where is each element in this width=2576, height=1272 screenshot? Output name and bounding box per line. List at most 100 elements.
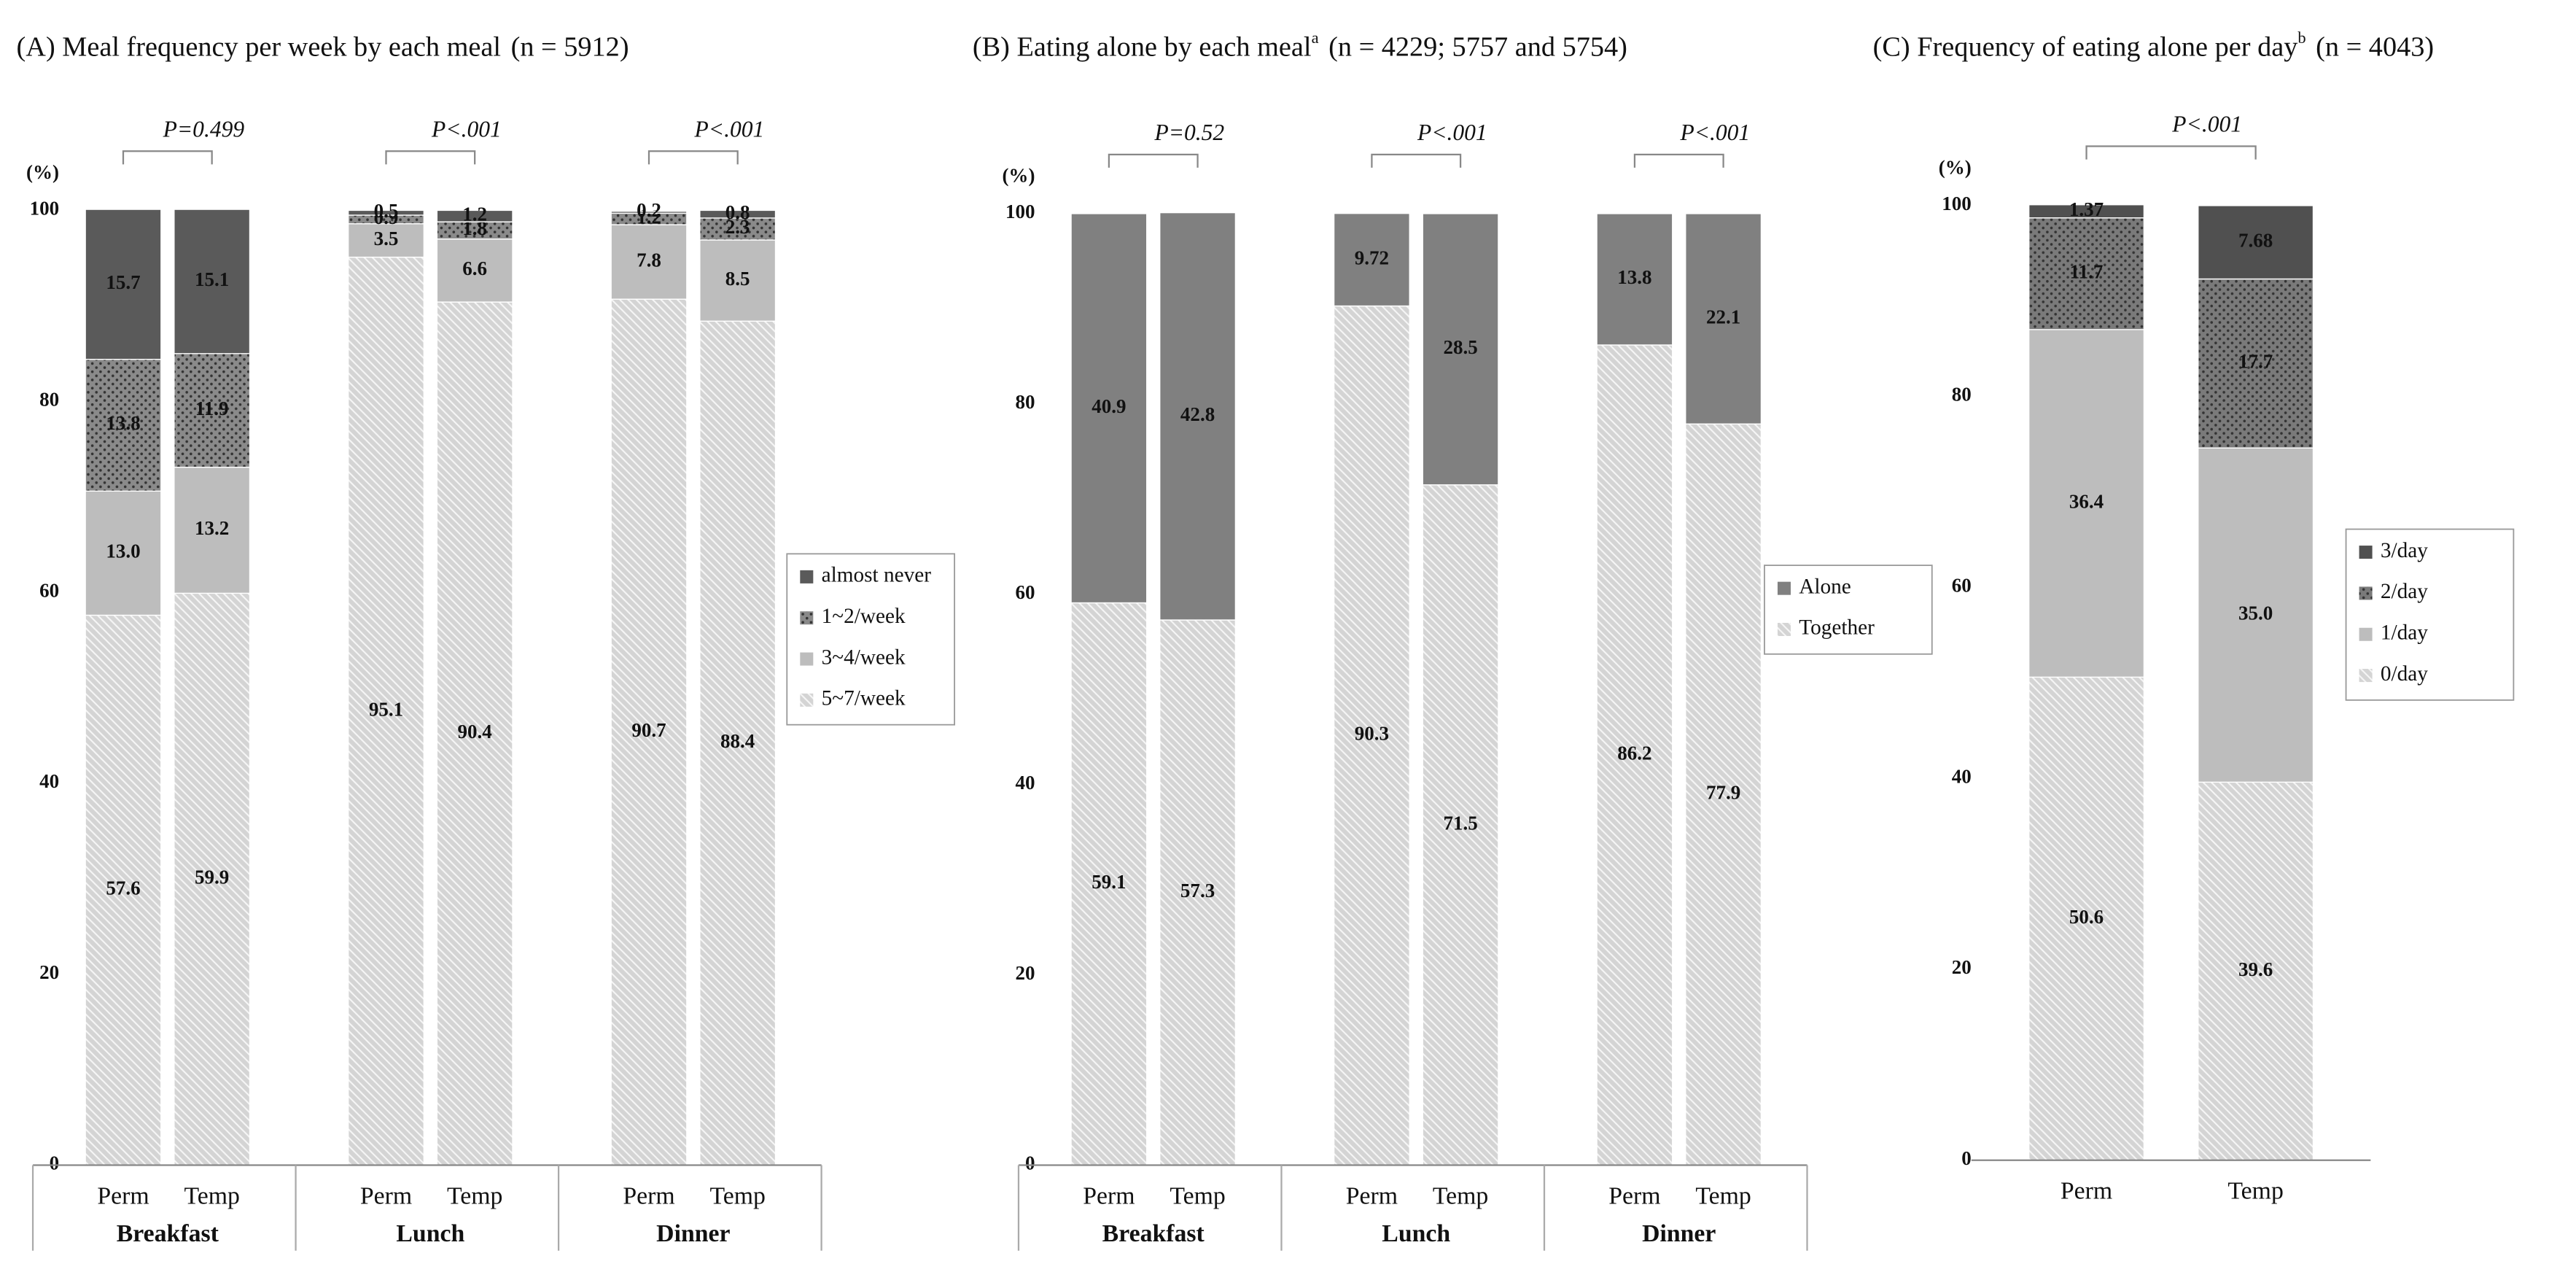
x-tick-label: Perm [360, 1182, 412, 1209]
y-tick-label: 80 [39, 388, 59, 410]
bar-segment [610, 211, 688, 214]
legend-label: 2/day [2381, 580, 2428, 603]
value-label: 13.2 [195, 517, 229, 539]
bar-segment [1596, 344, 1673, 1166]
title-subtitle: (n = 4043) [2316, 31, 2434, 62]
legend-label: Alone [1799, 575, 1851, 598]
legend-label: 3/day [2381, 539, 2428, 562]
bar-segment [85, 209, 162, 360]
value-label: 17.7 [2238, 351, 2273, 373]
value-label: 59.1 [1092, 871, 1126, 893]
value-label: 15.1 [195, 268, 229, 290]
bar-segment [699, 209, 777, 219]
value-label: 90.3 [1355, 723, 1389, 745]
x-tick-label: Perm [1083, 1182, 1135, 1209]
legend-label: 0/day [2381, 662, 2428, 686]
value-label: 36.4 [2069, 490, 2104, 512]
p-bracket [385, 150, 476, 165]
bar-segment [348, 223, 424, 258]
bar-segment [1685, 213, 1762, 424]
value-label: 13.8 [1617, 266, 1651, 288]
legend-box [786, 553, 956, 726]
x-tick-label: Temp [1170, 1182, 1225, 1209]
bar-segment [2198, 781, 2314, 1161]
group-label: Breakfast [117, 1220, 219, 1247]
panel-title: (C) Frequency of eating alone per dayb (n… [1873, 28, 2435, 62]
legend-swatch [2359, 546, 2373, 559]
bar-segment [2028, 329, 2145, 678]
value-label: 59.9 [195, 866, 229, 888]
bar-segment [85, 490, 162, 616]
group-label: Breakfast [1102, 1220, 1205, 1247]
bar-segment [2028, 676, 2145, 1161]
bar-segment [348, 209, 424, 216]
value-label: 77.9 [1706, 782, 1740, 804]
value-label: 7.68 [2238, 229, 2273, 251]
x-tick-label: Perm [1608, 1182, 1660, 1209]
group-label: Lunch [1382, 1220, 1450, 1247]
x-tick-label: Temp [709, 1182, 765, 1209]
legend-label: almost never [822, 564, 932, 587]
value-label: 9.72 [1355, 247, 1389, 268]
legend-label: Together [1799, 616, 1875, 640]
x-tick-label: Temp [447, 1182, 502, 1209]
y-tick-label: 20 [39, 961, 59, 983]
legend-box [1764, 565, 1933, 655]
y-tick-label: 40 [39, 770, 59, 792]
bar-segment [2028, 204, 2145, 219]
bar-segment [85, 614, 162, 1166]
bar-segment [174, 466, 251, 594]
y-tick-label: 40 [1952, 765, 1972, 787]
title-subtitle: (n = 5912) [511, 31, 629, 62]
p-bracket [2085, 145, 2257, 160]
y-tick-label: 0 [1025, 1152, 1035, 1174]
value-label: 11.7 [2070, 260, 2104, 282]
y-tick-label: 100 [1005, 201, 1035, 222]
y-tick-label: 20 [1952, 956, 1972, 978]
legend-swatch [2359, 627, 2373, 641]
value-label: 13.0 [106, 540, 140, 562]
title-note: b [2297, 28, 2305, 47]
value-label: 28.5 [1443, 336, 1477, 358]
legend-swatch [1777, 581, 1791, 595]
p-bracket [122, 150, 213, 165]
p-value: P<.001 [1679, 120, 1750, 145]
value-label: 8.5 [725, 268, 750, 290]
value-label: 95.1 [369, 698, 403, 720]
y-tick-label: 40 [1015, 772, 1035, 794]
legend-label: 1/day [2381, 621, 2428, 644]
y-tick-label: 100 [30, 198, 60, 220]
x-tick-label: Temp [2227, 1178, 2283, 1205]
value-label: 11.9 [195, 398, 229, 419]
value-label: 57.3 [1180, 880, 1215, 901]
value-label: 57.6 [106, 877, 140, 899]
legend-label: 1~2/week [822, 605, 906, 628]
bar-segment [1685, 423, 1762, 1166]
legend-label: 3~4/week [822, 645, 906, 669]
panel-title: (B) Eating alone by each meala (n = 4229;… [973, 28, 1627, 62]
y-tick-label: 0 [50, 1152, 60, 1174]
panel-title: (A) Meal frequency per week by each meal… [17, 31, 629, 62]
value-label: 71.5 [1443, 812, 1477, 834]
value-label: 40.9 [1092, 395, 1126, 417]
p-bracket [1371, 153, 1462, 168]
value-label: 6.6 [462, 257, 487, 279]
value-label: 2.3 [725, 216, 750, 238]
legend-swatch [800, 693, 814, 707]
bar-segment [174, 592, 251, 1166]
y-tick-label: 80 [1015, 391, 1035, 413]
bar-segment [436, 209, 513, 222]
p-bracket [647, 150, 739, 165]
value-label: 1.37 [2069, 198, 2104, 220]
bar-segment [610, 298, 688, 1166]
bar-segment [436, 238, 513, 303]
bar-segment [1070, 602, 1148, 1166]
value-label: 13.8 [106, 412, 140, 434]
legend-swatch [800, 652, 814, 666]
title-text: (B) Eating alone by each meal [973, 31, 1312, 62]
value-label: 0.8 [725, 201, 750, 223]
value-label: 7.8 [637, 249, 661, 271]
x-tick-label: Perm [2061, 1178, 2112, 1205]
